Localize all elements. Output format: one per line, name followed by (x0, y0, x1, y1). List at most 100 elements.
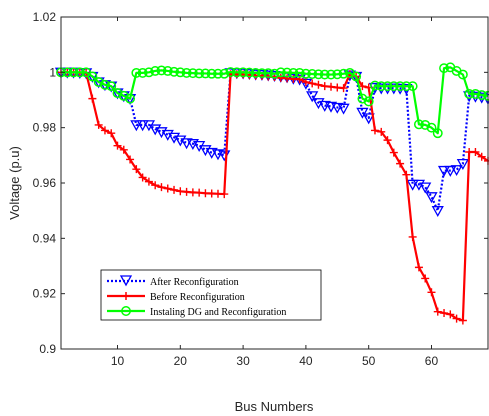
point-before-reconfiguration-51 (370, 126, 379, 135)
point-before-reconfiguration-40 (301, 78, 310, 87)
point-after-reconfiguration-46 (337, 103, 350, 115)
point-instaling-dg-and-reconfiguration-40 (300, 68, 311, 79)
y-tick-label-4: 0.98 (33, 121, 57, 135)
point-instaling-dg-and-reconfiguration-35 (269, 68, 280, 79)
point-instaling-dg-and-reconfiguration-55 (395, 81, 406, 92)
point-instaling-dg-and-reconfiguration-56 (401, 81, 412, 92)
point-before-reconfiguration-17 (157, 183, 166, 192)
point-before-reconfiguration-54 (389, 148, 398, 157)
point-after-reconfiguration-60 (425, 192, 438, 204)
point-instaling-dg-and-reconfiguration-53 (382, 81, 393, 92)
point-instaling-dg-and-reconfiguration-67 (470, 88, 481, 99)
point-after-reconfiguration-13 (130, 120, 143, 132)
point-instaling-dg-and-reconfiguration-20 (175, 67, 186, 78)
point-instaling-dg-and-reconfiguration-58 (413, 119, 424, 130)
point-before-reconfiguration-58 (414, 263, 423, 272)
point-after-reconfiguration-41 (306, 91, 319, 103)
point-instaling-dg-and-reconfiguration-50 (363, 96, 374, 107)
point-after-reconfiguration-50 (362, 113, 375, 125)
x-tick-label-10: 10 (111, 354, 125, 368)
point-instaling-dg-and-reconfiguration-42 (313, 69, 324, 80)
point-before-reconfiguration-27 (220, 190, 229, 199)
point-instaling-dg-and-reconfiguration-7 (93, 77, 104, 87)
point-before-reconfiguration-64 (452, 314, 461, 323)
x-tick-label-30: 30 (236, 354, 250, 368)
point-instaling-dg-and-reconfiguration-48 (351, 71, 362, 82)
point-instaling-dg-and-reconfiguration-28 (225, 67, 236, 78)
point-instaling-dg-and-reconfiguration-43 (319, 69, 330, 80)
point-after-reconfiguration-65 (456, 158, 469, 170)
point-instaling-dg-and-reconfiguration-68 (476, 90, 487, 100)
point-before-reconfiguration-12 (126, 155, 135, 164)
point-before-reconfiguration-60 (427, 288, 436, 297)
point-after-reconfiguration-43 (318, 100, 331, 112)
point-instaling-dg-and-reconfiguration-34 (263, 68, 274, 79)
point-instaling-dg-and-reconfiguration-61 (432, 128, 443, 139)
point-before-reconfiguration-56 (402, 170, 411, 179)
point-before-reconfiguration-10 (113, 141, 122, 150)
point-instaling-dg-and-reconfiguration-49 (357, 93, 368, 104)
point-instaling-dg-and-reconfiguration-65 (457, 69, 468, 80)
point-instaling-dg-and-reconfiguration-22 (187, 68, 198, 79)
point-before-reconfiguration-15 (144, 177, 153, 186)
legend-marker-instaling-dg (121, 306, 131, 316)
point-before-reconfiguration-57 (408, 232, 417, 241)
y-tick-label-2: 0.94 (33, 231, 57, 245)
point-instaling-dg-and-reconfiguration-25 (206, 68, 217, 79)
point-instaling-dg-and-reconfiguration-46 (338, 68, 349, 79)
legend: After Reconfiguration Before Reconfigura… (100, 269, 322, 321)
point-before-reconfiguration-61 (433, 307, 442, 316)
point-before-reconfiguration-65 (458, 316, 467, 325)
point-instaling-dg-and-reconfiguration-8 (100, 79, 110, 90)
point-before-reconfiguration-44 (327, 82, 336, 91)
legend-marker-before-reconfiguration (122, 292, 130, 300)
legend-entry-before-reconfiguration: Before Reconfiguration (107, 292, 245, 303)
point-instaling-dg-and-reconfiguration-39 (294, 67, 305, 78)
point-instaling-dg-and-reconfiguration-44 (326, 69, 336, 80)
series-before-reconfiguration (57, 68, 489, 325)
point-instaling-dg-and-reconfiguration-66 (464, 88, 475, 99)
series-instaling-dg-and-reconfiguration (56, 62, 489, 139)
point-before-reconfiguration-46 (339, 84, 348, 93)
point-instaling-dg-and-reconfiguration-14 (137, 67, 148, 78)
point-instaling-dg-and-reconfiguration-11 (118, 90, 129, 101)
x-tick-label-40: 40 (299, 354, 313, 368)
point-instaling-dg-and-reconfiguration-27 (219, 68, 230, 79)
point-before-reconfiguration-9 (107, 129, 116, 138)
x-tick-label-50: 50 (362, 354, 376, 368)
point-instaling-dg-and-reconfiguration-29 (231, 67, 242, 78)
point-after-reconfiguration-64 (450, 165, 463, 177)
point-instaling-dg-and-reconfiguration-9 (106, 81, 117, 92)
point-instaling-dg-and-reconfiguration-52 (376, 81, 387, 92)
legend-entry-instaling-dg-and-reconfiguration: Instaling DG and Reconfiguration (107, 306, 286, 318)
point-before-reconfiguration-13 (132, 165, 141, 174)
point-before-reconfiguration-6 (88, 94, 97, 103)
x-tick-label-60: 60 (425, 354, 439, 368)
point-instaling-dg-and-reconfiguration-38 (288, 67, 299, 78)
point-instaling-dg-and-reconfiguration-15 (143, 67, 154, 78)
point-instaling-dg-and-reconfiguration-31 (244, 67, 255, 78)
legend-entry-after-reconfiguration: After Reconfiguration (107, 275, 239, 288)
point-instaling-dg-and-reconfiguration-18 (162, 66, 173, 76)
point-before-reconfiguration-55 (396, 159, 405, 168)
point-after-reconfiguration-63 (444, 165, 457, 177)
y-axis-title: Voltage (p.u) (7, 146, 22, 220)
point-instaling-dg-and-reconfiguration-36 (275, 67, 286, 78)
x-axis-title: Bus Numbers (235, 399, 314, 414)
point-instaling-dg-and-reconfiguration-12 (125, 93, 136, 104)
point-after-reconfiguration-61 (431, 206, 444, 218)
point-instaling-dg-and-reconfiguration-21 (181, 67, 192, 78)
point-instaling-dg-and-reconfiguration-54 (388, 81, 399, 92)
y-tick-label-1: 0.92 (33, 287, 57, 301)
series-line-instaling-dg-and-reconfiguration (61, 66, 489, 135)
point-instaling-dg-and-reconfiguration-4 (74, 67, 85, 78)
point-instaling-dg-and-reconfiguration-45 (332, 69, 343, 80)
point-after-reconfiguration-57 (406, 179, 419, 191)
point-instaling-dg-and-reconfiguration-13 (131, 67, 142, 78)
point-instaling-dg-and-reconfiguration-16 (150, 66, 161, 76)
point-instaling-dg-and-reconfiguration-37 (282, 67, 293, 78)
point-before-reconfiguration-62 (440, 309, 449, 318)
point-before-reconfiguration-41 (308, 79, 317, 88)
point-before-reconfiguration-16 (151, 181, 160, 190)
